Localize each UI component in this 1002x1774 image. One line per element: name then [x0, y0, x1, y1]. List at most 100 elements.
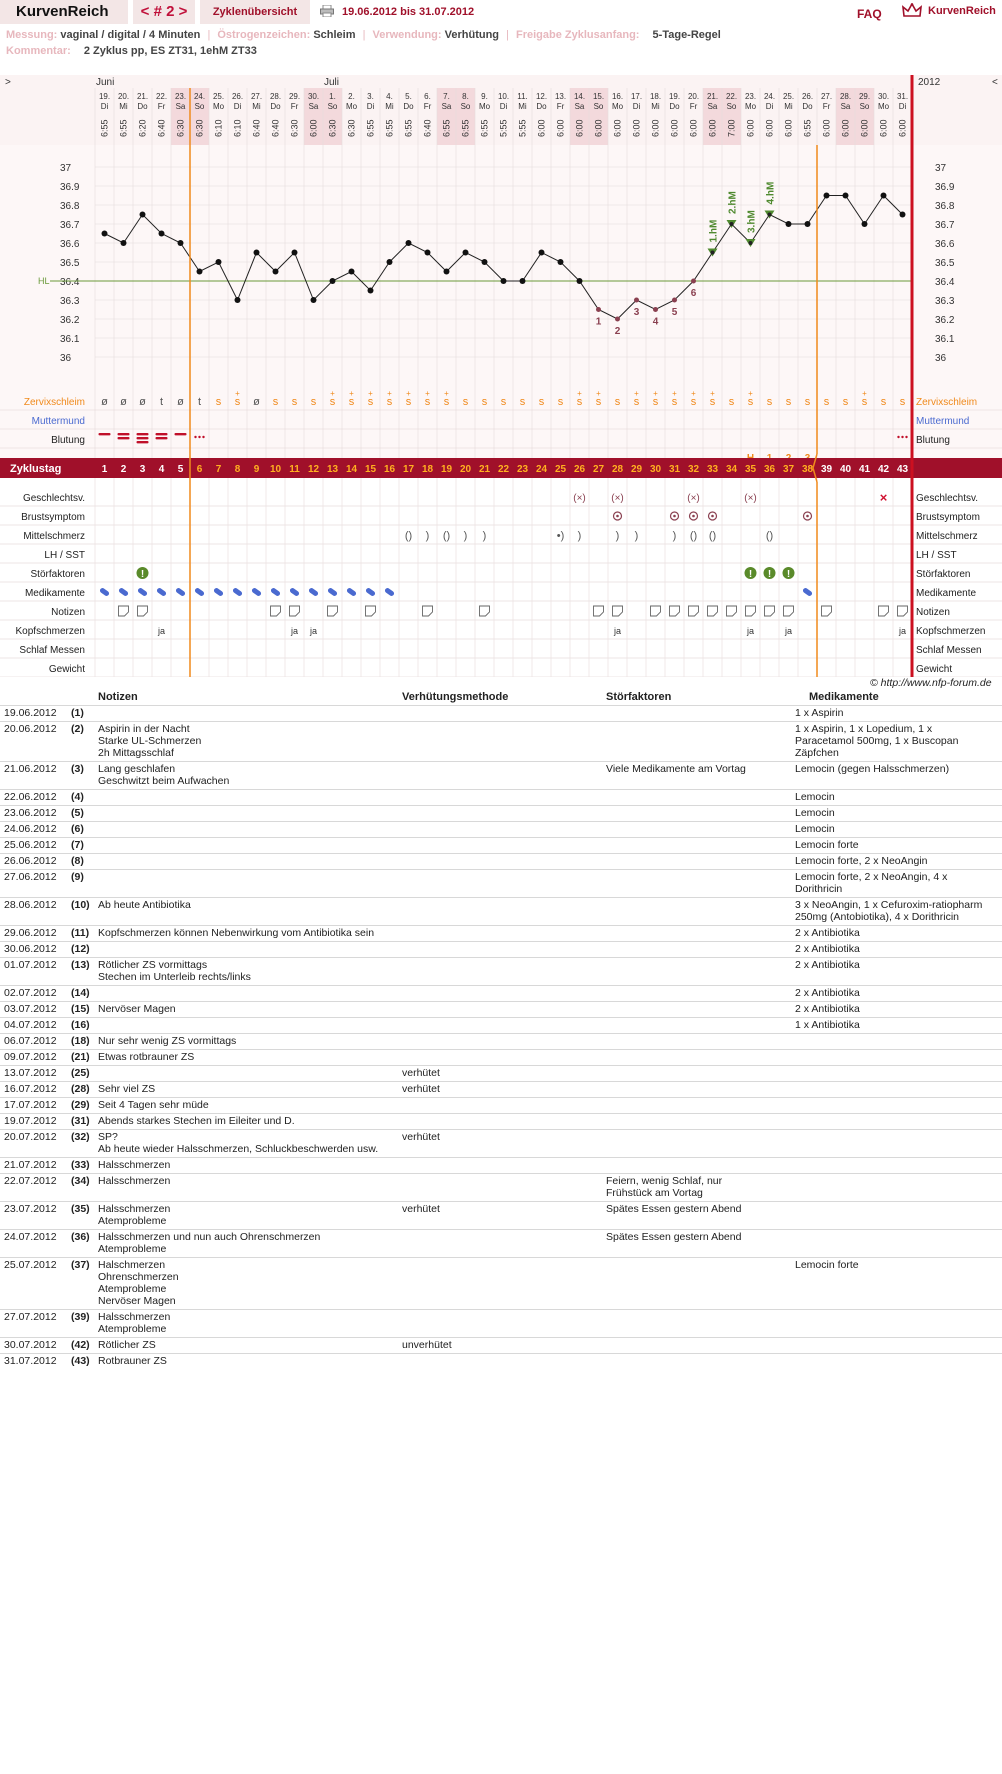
verwendung-label: Verwendung: [372, 29, 442, 41]
note-icon [669, 605, 680, 617]
note-day: (35) [69, 1201, 96, 1230]
zervix-plus: + [691, 389, 696, 398]
cycle-day: 13 [327, 464, 339, 475]
cycle-day: 2 [121, 464, 127, 475]
note-medis: Lemocin (gegen Halsschmerzen) [793, 761, 1002, 790]
date-label: 18. [650, 92, 661, 101]
prev-cycle-button[interactable]: < [140, 3, 150, 20]
note-icon [783, 605, 794, 617]
col-stoer: Störfaktoren [606, 691, 672, 703]
table-row: 31.07.2012 (43) Rotbrauner ZS [0, 1353, 1002, 1369]
note-day: (11) [69, 925, 96, 942]
note-day: (8) [69, 853, 96, 870]
time-label: 6:00 [898, 119, 908, 137]
oestrogen-label: Östrogenzeichen: [217, 29, 311, 41]
bleeding-bar [136, 433, 149, 436]
pain-icon: ) [464, 530, 468, 542]
printer-icon[interactable] [320, 5, 334, 17]
zervix-mark: s [881, 396, 887, 408]
temp-point [367, 287, 374, 294]
row-label-right-mittel: Mittelschmerz [916, 531, 978, 542]
row-label-right-notizen: Notizen [916, 607, 950, 618]
cycle-number: # 2 [153, 3, 175, 20]
note-medis: 2 x Antibiotika [793, 925, 1002, 942]
y-tick-left: 36.2 [60, 315, 80, 326]
weekday-label: Di [766, 102, 774, 111]
weekday-label: So [195, 102, 205, 111]
pain-icon: () [766, 530, 773, 542]
cycle-day: 28 [612, 464, 624, 475]
note-stoer [604, 1257, 793, 1310]
zervix-mark: s [558, 396, 564, 408]
note-text: Halsschmerzen Atemprobleme [96, 1309, 400, 1338]
note-medis: 2 x Antibiotika [793, 957, 1002, 986]
note-day: (29) [69, 1097, 96, 1114]
zervix-mark: s [292, 396, 298, 408]
note-stoer [604, 1081, 793, 1098]
date-label: 19. [99, 92, 110, 101]
weekend-shade [836, 88, 855, 145]
temp-point [899, 211, 906, 218]
temp-point [139, 211, 146, 218]
weekday-label: Do [802, 102, 813, 111]
date-label: 30. [878, 92, 889, 101]
note-medis [793, 1201, 1002, 1230]
pill-icon [270, 588, 281, 596]
weekday-label: Fr [291, 102, 299, 111]
pill-icon [251, 588, 262, 596]
note-date: 02.07.2012 [0, 985, 69, 1002]
note-method [400, 705, 604, 722]
note-medis: 1 x Aspirin [793, 705, 1002, 722]
y-tick-left: 36.8 [60, 201, 80, 212]
note-date: 23.07.2012 [0, 1201, 69, 1230]
bleeding-bar [98, 433, 111, 436]
breast-icon [707, 511, 718, 521]
note-stoer [604, 805, 793, 822]
temp-point [538, 249, 545, 256]
weekday-label: So [594, 102, 604, 111]
note-stoer [604, 941, 793, 958]
temp-point [880, 192, 887, 199]
note-icon [118, 605, 129, 617]
date-label: 27. [821, 92, 832, 101]
zervix-mark: s [786, 396, 792, 408]
col-medis: Medikamente [809, 691, 879, 703]
note-icon [707, 605, 718, 617]
cycle-overview-link[interactable]: Zyklenübersicht [200, 0, 310, 24]
time-label: 6:00 [556, 119, 566, 137]
note-text: Sehr viel ZS [96, 1081, 400, 1098]
note-method [400, 957, 604, 986]
y-tick-right: 36.4 [935, 277, 955, 288]
note-method: verhütet [400, 1201, 604, 1230]
y-tick-left: 36.6 [60, 239, 80, 250]
temp-point [823, 192, 830, 199]
next-cycle-button[interactable]: > [178, 3, 188, 20]
brand-name[interactable]: KurvenReich [928, 5, 996, 17]
app-logo[interactable]: KurvenReich [0, 0, 128, 24]
faq-link[interactable]: FAQ [857, 7, 882, 21]
zervix-mark: s [273, 396, 279, 408]
note-day: (18) [69, 1033, 96, 1050]
low-label: 3 [634, 307, 640, 318]
note-day: (37) [69, 1257, 96, 1310]
note-stoer [604, 1049, 793, 1066]
table-row: 09.07.2012 (21) Etwas rotbrauner ZS [0, 1049, 1002, 1066]
note-text [96, 853, 400, 870]
note-date: 21.07.2012 [0, 1157, 69, 1174]
intercourse-icon: (×) [611, 493, 624, 504]
weekday-label: Do [403, 102, 414, 111]
zervix-mark: ø [120, 396, 127, 408]
zervix-mark: s [729, 396, 735, 408]
cycle-day: 32 [688, 464, 700, 475]
y-tick-right: 36.3 [935, 296, 955, 307]
date-label: 28. [270, 92, 281, 101]
note-date: 17.07.2012 [0, 1097, 69, 1114]
time-label: 6:00 [822, 119, 832, 137]
disturbance-icon [782, 567, 795, 579]
table-row: 01.07.2012 (13) Rötlicher ZS vormittags St… [0, 957, 1002, 986]
note-day: (28) [69, 1081, 96, 1098]
row-label-notizen: Notizen [51, 607, 85, 618]
pill-icon [346, 588, 357, 596]
bleeding-bar [136, 441, 149, 444]
note-medis [793, 1173, 1002, 1202]
